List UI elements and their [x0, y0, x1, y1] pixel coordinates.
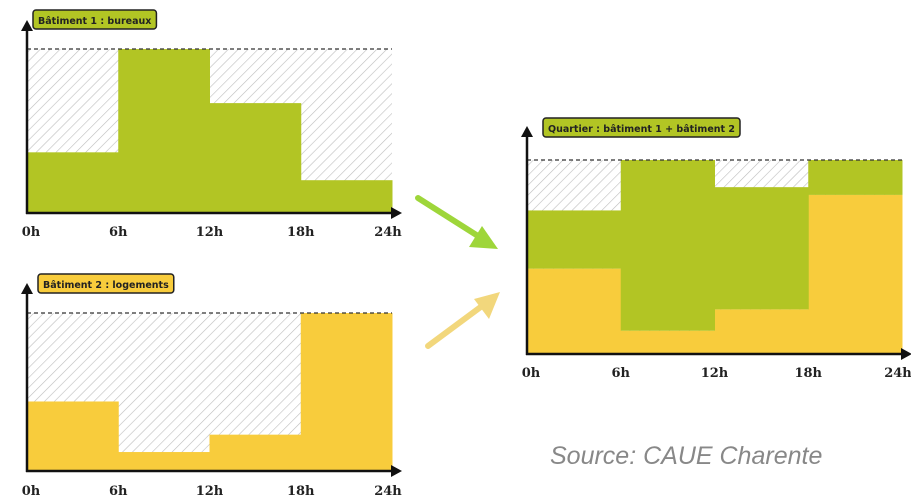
x-tick-label: 18h — [287, 484, 315, 499]
x-tick-label: 12h — [196, 225, 224, 240]
y-axis-arrowhead — [21, 283, 33, 294]
x-tick-label: 6h — [109, 484, 128, 499]
chart-title-box — [542, 117, 741, 138]
x-tick-label: 0h — [22, 484, 41, 499]
bureaux-bar — [714, 187, 809, 310]
x-axis-arrowhead — [391, 207, 402, 219]
logements-bar — [300, 313, 393, 471]
x-tick-label: 6h — [612, 366, 631, 381]
arrow-yellow-icon — [425, 292, 500, 349]
bureaux-bar — [118, 49, 210, 213]
x-tick-label: 0h — [22, 225, 41, 240]
chart-batiment-2-logements: 0h 6h 12h 18h 24h Bâtiment 2 : logements — [21, 273, 402, 499]
logements-bar — [808, 194, 903, 354]
x-tick-label: 18h — [287, 225, 315, 240]
chart-title-box — [32, 9, 158, 30]
logements-bar — [118, 452, 210, 471]
logements-bar — [714, 309, 809, 354]
logements-bar — [620, 330, 715, 354]
x-tick-label: 24h — [884, 366, 911, 381]
bureaux-bar — [300, 180, 393, 213]
x-tick-label: 24h — [374, 484, 402, 499]
logements-bar — [209, 434, 302, 471]
chart-title-box — [37, 273, 175, 294]
x-tick-label: 12h — [196, 484, 224, 499]
x-tick-label: 18h — [794, 366, 822, 381]
source-caption: Source: CAUE Charente — [550, 442, 823, 470]
chart-title: Bâtiment 2 : logements — [43, 280, 169, 291]
x-axis-arrowhead — [901, 348, 911, 360]
logements-bar — [527, 268, 622, 354]
chart-title: Quartier : bâtiment 1 + bâtiment 2 — [548, 124, 735, 135]
chart-batiment-1-bureaux: 0h 6h 12h 18h 24h Bâtiment 1 : bureaux — [21, 9, 402, 240]
bureaux-bar — [27, 152, 119, 213]
x-tick-label: 24h — [374, 225, 402, 240]
bureaux-bar — [527, 210, 622, 269]
arrow-green-icon — [415, 195, 498, 249]
y-axis-arrowhead — [21, 20, 33, 31]
bureaux-bar — [209, 103, 302, 213]
bureaux-bar — [620, 160, 715, 331]
x-tick-label: 6h — [109, 225, 128, 240]
x-tick-label: 0h — [522, 366, 541, 381]
x-axis-arrowhead — [391, 465, 402, 477]
bureaux-bar — [808, 160, 903, 195]
y-axis-arrowhead — [521, 126, 533, 137]
chart-title: Bâtiment 1 : bureaux — [38, 16, 151, 27]
logements-bar — [27, 401, 119, 471]
chart-quartier-combined: 0h 6h 12h 18h 24h Quartier : bâtiment 1 + bâ… — [521, 117, 911, 381]
x-tick-label: 12h — [701, 366, 729, 381]
